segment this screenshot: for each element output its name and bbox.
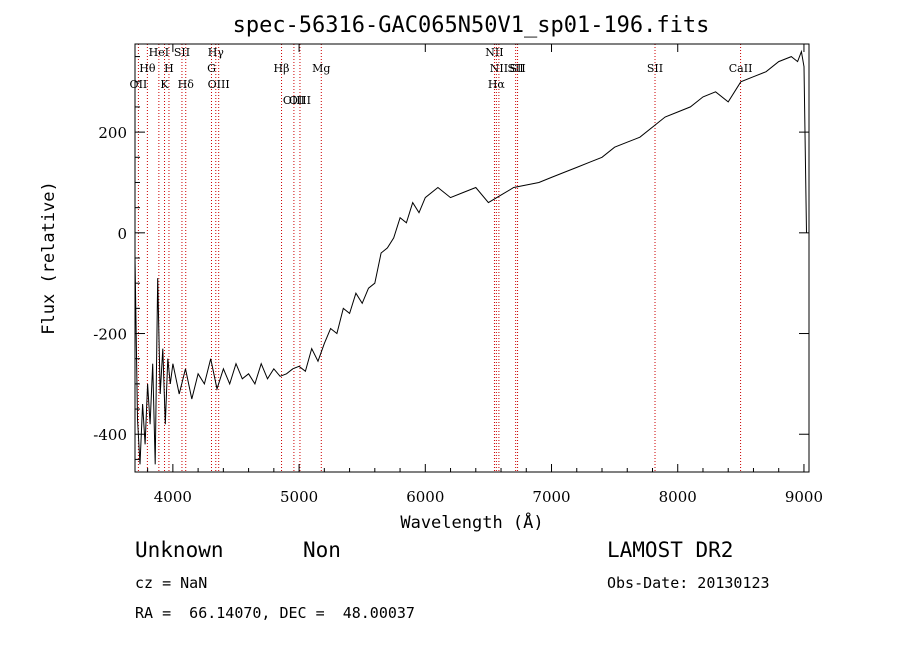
line-marker-label: Mg (312, 62, 330, 75)
x-tick-label: 9000 (785, 488, 823, 506)
line-marker-label: CaII (729, 62, 753, 75)
redshift: cz = NaN (135, 574, 208, 592)
line-marker-label: OIII (289, 94, 311, 107)
x-axis: 4000 5000 6000 7000 8000 9000 (147, 44, 823, 506)
line-marker-label: Hδ (178, 78, 195, 91)
line-marker-label: Hα (488, 78, 506, 91)
line-marker-label: SII (509, 62, 525, 75)
x-axis-label: Wavelength (Å) (400, 511, 543, 533)
y-tick-label: -400 (93, 426, 127, 444)
x-tick-label: 5000 (280, 488, 318, 506)
emission-line-markers: OIIHθHeIKHSIIHδHγGOIIIHβOIIIOIIIMgNIINII… (130, 44, 753, 472)
line-marker-label: K (160, 78, 169, 91)
classification: Unknown (135, 538, 224, 562)
y-tick-label: 200 (98, 124, 127, 142)
y-tick-label: -200 (93, 326, 127, 344)
line-marker-label: NII (490, 62, 508, 75)
observation-date: Obs-Date: 20130123 (607, 574, 770, 592)
x-tick-label: 8000 (659, 488, 697, 506)
x-tick-label: 4000 (154, 488, 192, 506)
line-marker-label: SII (647, 62, 663, 75)
y-axis: -400 -200 0 200 (93, 56, 809, 460)
line-marker-label: HeI (149, 46, 169, 59)
line-marker-label: SII (174, 46, 190, 59)
line-marker-label: H (164, 62, 174, 75)
spectrum-line (134, 49, 807, 465)
x-tick-label: 7000 (532, 488, 570, 506)
line-marker-label: OII (130, 78, 148, 91)
line-marker-label: Hθ (139, 62, 156, 75)
line-marker-label: NII (485, 46, 503, 59)
line-marker-label: G (207, 62, 216, 75)
coordinates: RA = 66.14070, DEC = 48.00037 (135, 604, 415, 622)
line-marker-label: OIII (283, 94, 305, 107)
line-marker-label: OIII (208, 78, 230, 91)
plot-frame (134, 43, 810, 473)
survey-name: LAMOST DR2 (607, 538, 734, 562)
y-axis-label: Flux (relative) (39, 181, 59, 335)
subclass: Non (303, 538, 341, 562)
x-tick-label: 6000 (406, 488, 444, 506)
line-marker-label: SII (508, 62, 524, 75)
line-marker-label: Hβ (274, 62, 290, 75)
y-tick-label: 0 (117, 225, 127, 243)
chart-title: spec-56316-GAC065N50V1_sp01-196.fits (233, 13, 710, 38)
line-marker-label: Hγ (208, 46, 225, 59)
spectrum-plot: spec-56316-GAC065N50V1_sp01-196.fits OII… (39, 13, 823, 533)
